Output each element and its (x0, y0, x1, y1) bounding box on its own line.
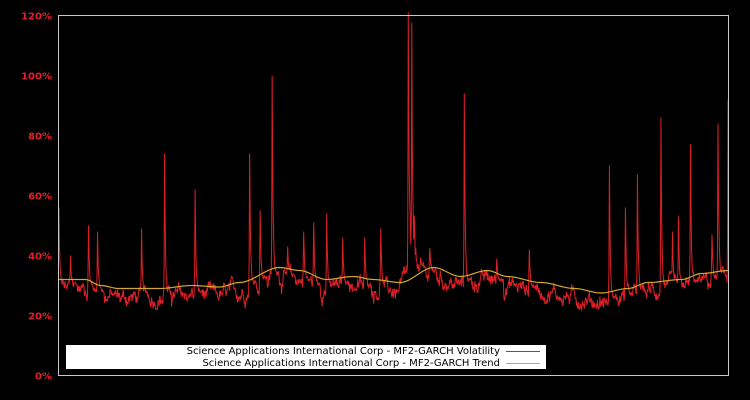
y-tick-label: 40% (28, 252, 52, 263)
volatility-series-line (58, 12, 729, 312)
plot-frame (58, 15, 729, 376)
legend-label: Science Applications International Corp … (186, 345, 500, 357)
y-tick-label: 80% (28, 132, 52, 143)
legend-item-trend: Science Applications International Corp … (202, 357, 540, 369)
y-axis-tick-labels: 0% 20% 40% 60% 80% 100% 120% (21, 12, 52, 383)
y-tick-label: 60% (28, 192, 52, 203)
legend-swatch-trend (506, 362, 540, 364)
y-tick-label: 20% (28, 312, 52, 323)
legend-label: Science Applications International Corp … (202, 357, 500, 369)
y-tick-label: 120% (21, 12, 52, 23)
y-tick-label: 0% (35, 372, 52, 383)
y-tick-label: 100% (21, 72, 52, 83)
trend-series-line (58, 266, 729, 294)
legend-swatch-volatility (506, 350, 540, 352)
chart-legend: Science Applications International Corp … (66, 345, 546, 369)
legend-item-volatility: Science Applications International Corp … (187, 345, 540, 357)
plot-area (58, 12, 729, 312)
